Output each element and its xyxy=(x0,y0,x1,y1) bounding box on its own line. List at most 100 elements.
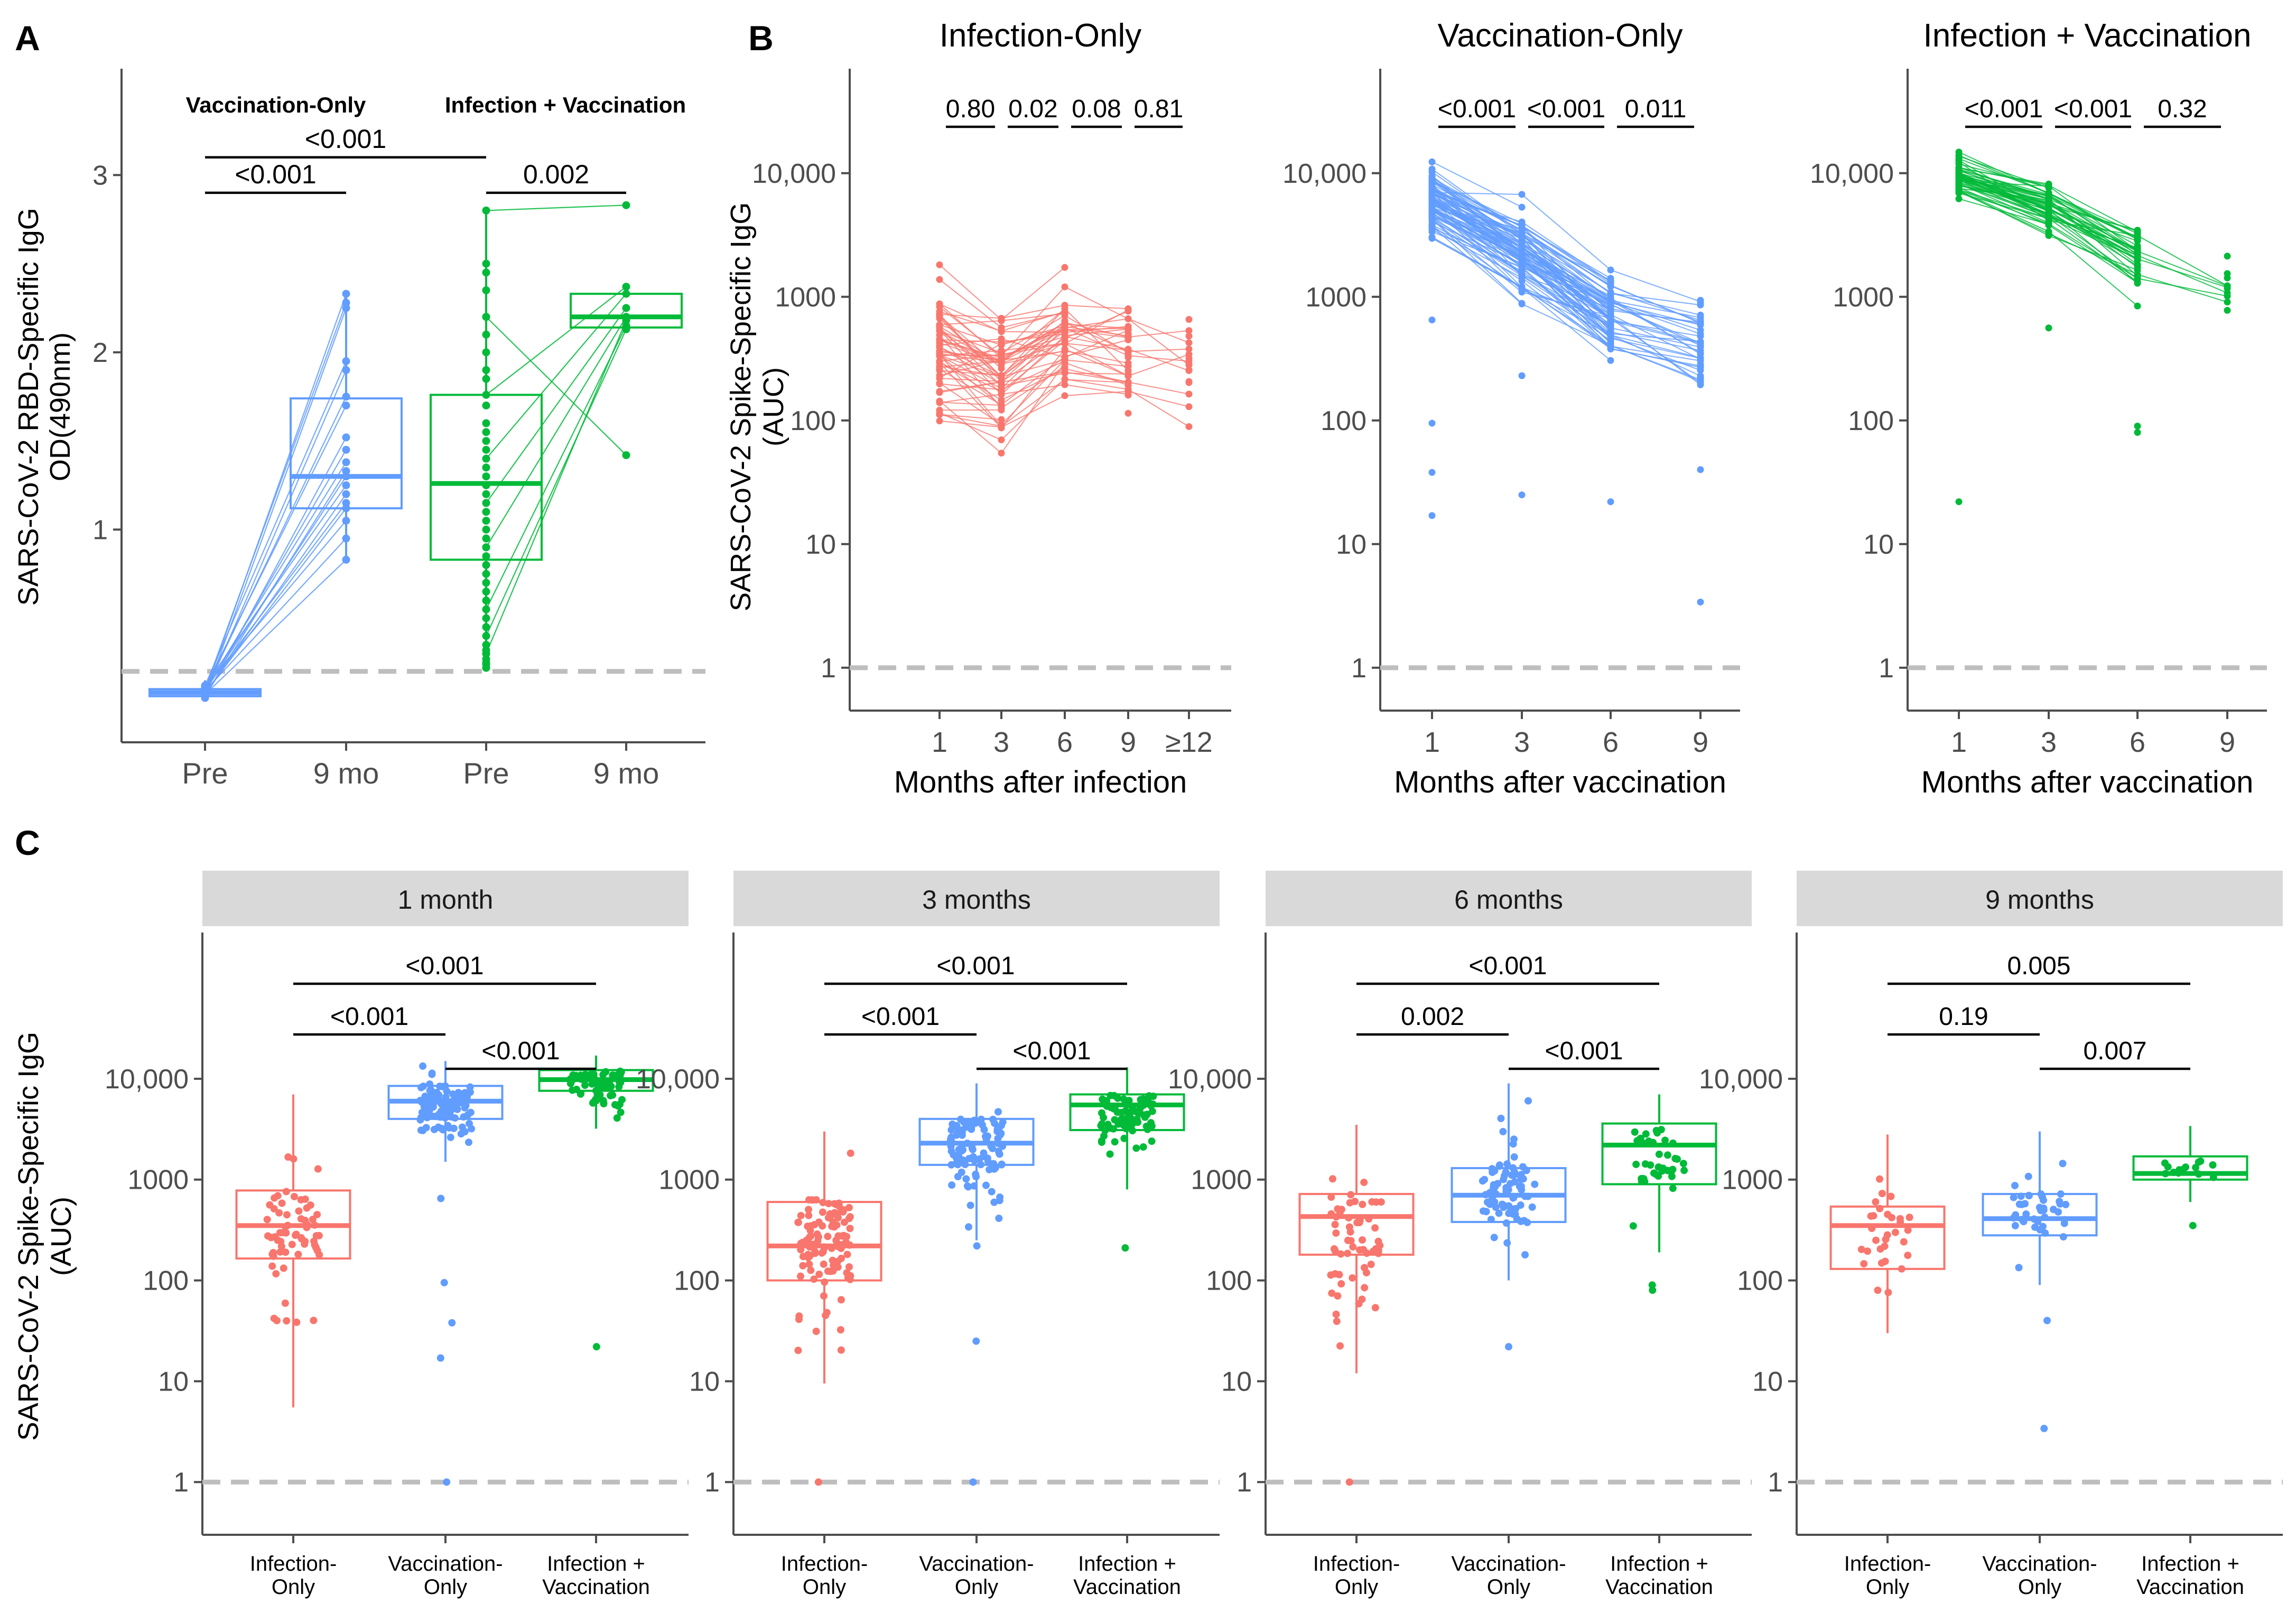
panel-C-facet-1-point xyxy=(805,1211,813,1219)
panel-B-vaccination-point xyxy=(1428,228,1436,236)
panel-B-infection-subject-line xyxy=(939,355,1002,406)
panel-A-point xyxy=(482,632,490,640)
panel-C-facet-3-point xyxy=(2030,1215,2038,1223)
panel-A-bracket-label: <0.001 xyxy=(235,160,316,189)
panel-C-facet-2-point xyxy=(1347,1237,1355,1245)
panel-B-vaccination-point xyxy=(1697,349,1704,357)
panel-C-facet-3-point xyxy=(2040,1204,2048,1212)
panel-C-facet-1-point xyxy=(814,1478,822,1486)
panel-A-point xyxy=(622,451,630,459)
panel-B-infection-point xyxy=(1061,264,1068,271)
panel-A-point xyxy=(482,517,490,525)
panel-C-facet-1-point xyxy=(797,1246,805,1254)
panel-B-hybrid-subject-line xyxy=(1958,163,2049,188)
panel-C-facet-3-point xyxy=(2011,1181,2019,1189)
panel-C-facet-1-point xyxy=(794,1218,802,1226)
panel-B-vaccination-point xyxy=(1607,266,1614,274)
panel-B-infection-point xyxy=(1124,336,1132,343)
panel-C-facet-0-point xyxy=(456,1099,463,1107)
panel-C-facet-1-point xyxy=(1129,1127,1137,1135)
panel-C-facet-0-bracket-label: <0.001 xyxy=(481,1037,560,1065)
panel-C-facet-1-point xyxy=(840,1206,848,1214)
panel-C-facet-0-point xyxy=(315,1251,323,1259)
panel-C-facet-3-point xyxy=(2015,1200,2023,1208)
panel-C-facet-2-point xyxy=(1337,1206,1345,1214)
panel-C-facet-3-point xyxy=(1896,1215,1904,1223)
panel-B-infection-point xyxy=(998,378,1005,385)
panel-B-infection-subject-line xyxy=(1001,359,1065,377)
panel-B-hybrid-subject-line xyxy=(2137,258,2228,288)
panel-C-facet-2-point xyxy=(1345,1214,1353,1222)
panel-B-infection-point xyxy=(1124,359,1132,367)
panel-C-facet-2-point xyxy=(1663,1151,1671,1159)
panel-C-facet-0-point xyxy=(461,1104,469,1112)
panel-C-facet-2-point xyxy=(1669,1165,1677,1173)
panel-B-infection-subject-line xyxy=(1001,267,1065,320)
panel-C-facet-0-point xyxy=(311,1221,319,1229)
panel-B-infection-subject-line xyxy=(1064,379,1129,384)
panel-B-vaccination-subject-line xyxy=(1521,225,1611,285)
panel-B-infection-point xyxy=(998,347,1005,354)
panel-B-vaccination-point xyxy=(1518,285,1526,293)
panel-C-facet-2-point xyxy=(1355,1300,1363,1308)
panel-B-vaccination-point xyxy=(1697,381,1704,388)
panel-B-vaccination-y-tick-label: 10 xyxy=(1336,529,1367,560)
panel-B-hybrid-subject-line xyxy=(1958,198,2049,225)
panel-B-vaccination-subject-line xyxy=(1431,192,1522,268)
panel-C-facet-0-point xyxy=(313,1210,321,1218)
panel-B-vaccination-subject-line xyxy=(1610,315,1701,386)
panel-B-infection-point xyxy=(1061,346,1068,353)
panel-A-pair-line xyxy=(486,307,627,503)
panel-A-point xyxy=(622,201,630,209)
panel-C-facet-0-bracket-label: <0.001 xyxy=(405,952,484,980)
panel-C-facet-1-point xyxy=(993,1125,1001,1133)
panel-C-facet-0-point xyxy=(268,1262,276,1270)
panel-C-facet-1-y-tick-label: 10 xyxy=(689,1366,720,1397)
panel-A-pair-line xyxy=(204,484,347,686)
panel-C-facet-2-point xyxy=(1349,1243,1357,1251)
panel-B-infection-y-tick-label: 1000 xyxy=(775,282,836,313)
panel-C-facet-2-y-tick-label: 10,000 xyxy=(1168,1064,1252,1095)
panel-B-infection-subject-line xyxy=(1064,378,1129,390)
panel-B-vaccination-point xyxy=(1428,212,1436,219)
panel-C-facet-0-point xyxy=(427,1097,435,1105)
panel-C-facet-0-point xyxy=(272,1270,280,1277)
panel-C-facet-0-point xyxy=(275,1209,283,1217)
panel-C-facet-3-point xyxy=(2017,1192,2025,1200)
panel-B-vaccination-subject-line xyxy=(1610,334,1701,359)
panel-B-infection-point xyxy=(936,311,943,318)
panel-C-facet-1-point xyxy=(994,1108,1002,1116)
panel-B-hybrid-x-tick-label: 9 xyxy=(2219,726,2235,758)
panel-B-vaccination-point xyxy=(1697,367,1704,374)
panel-C-facet-1-y-tick-label: 100 xyxy=(674,1266,720,1297)
panel-C-facet-3-point xyxy=(2182,1163,2190,1171)
panel-C-facet-0-point xyxy=(283,1317,291,1325)
panel-B-infection-subject-line xyxy=(1128,389,1189,427)
panel-C-facet-2-point xyxy=(1509,1164,1517,1172)
panel-C-facet-2-point xyxy=(1521,1251,1529,1259)
panel-C-facet-0-x-tick-label: Infection- xyxy=(250,1552,337,1575)
panel-B-vaccination-subject-line xyxy=(1521,256,1611,338)
panel-C-facet-1-point xyxy=(1120,1134,1128,1142)
panel-B-hybrid-y-tick-label: 10,000 xyxy=(1810,158,1894,189)
panel-C-facet-1-point xyxy=(1104,1121,1112,1129)
panel-C-facet-2-point xyxy=(1365,1215,1373,1223)
panel-A-point xyxy=(342,357,350,366)
panel-B-infection-subject-line xyxy=(1001,362,1065,454)
panel-C-facet-1-point xyxy=(824,1233,832,1241)
panel-C-facet-1-point xyxy=(980,1149,988,1157)
panel-A-point xyxy=(342,433,350,442)
panel-B-infection-point xyxy=(1124,388,1132,395)
panel-B-vaccination-subject-line xyxy=(1610,300,1701,318)
panel-B-infection-subject-line xyxy=(1001,340,1065,392)
panel-B-infection-point xyxy=(1061,376,1068,383)
panel-B-vaccination-subject-line xyxy=(1521,288,1611,335)
panel-C-facet-1-point xyxy=(1141,1113,1149,1121)
panel-B-infection-subject-line xyxy=(939,303,1002,332)
panel-C-facet-2-point xyxy=(1649,1286,1657,1294)
panel-B-vaccination-subject-line xyxy=(1521,221,1611,282)
panel-B-infection-subject-line xyxy=(1064,318,1129,329)
panel-B-infection-point xyxy=(998,401,1005,408)
panel-C-facet-2-point xyxy=(1513,1215,1521,1223)
panel-C-facet-3-point xyxy=(2037,1190,2045,1198)
